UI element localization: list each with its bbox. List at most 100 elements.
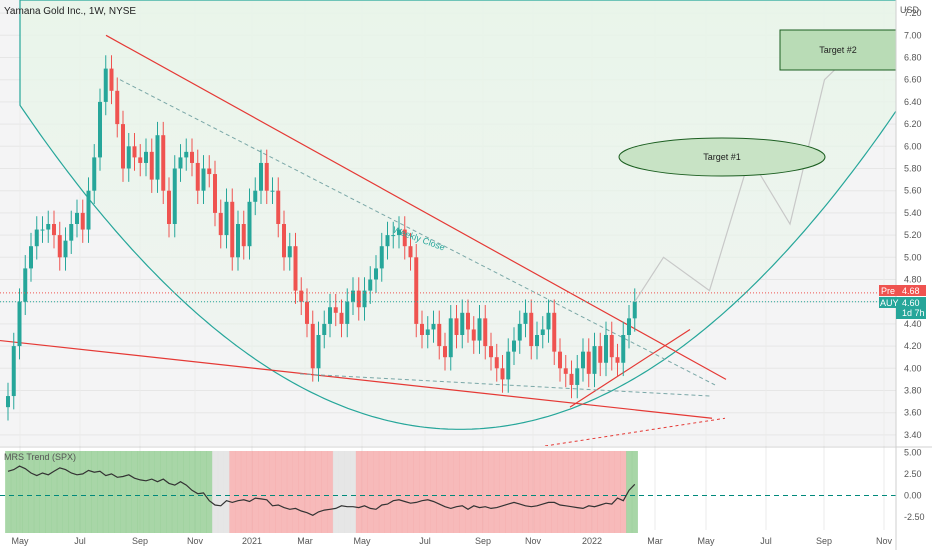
candle-body — [29, 246, 33, 269]
candle-body — [167, 190, 171, 224]
candle-body — [11, 346, 16, 397]
candle-body — [161, 135, 166, 191]
last-price-tag[interactable]: AUY 4.60 1d 7h — [879, 297, 926, 319]
trend-band — [114, 451, 121, 533]
trend-band — [189, 451, 196, 533]
candle-body — [437, 323, 442, 347]
candle-body — [241, 224, 246, 247]
trend-band — [33, 451, 40, 533]
candle-body — [391, 235, 396, 237]
candle-body — [259, 162, 263, 191]
candle-body — [471, 329, 476, 341]
premarket-price-tag[interactable]: Pre 4.68 — [879, 285, 926, 296]
candle-body — [247, 201, 252, 247]
trend-band — [631, 451, 638, 533]
trend-band — [545, 451, 552, 533]
candle-body — [477, 318, 482, 341]
time-axis[interactable]: May Jul Sep Nov 2021 Mar May Jul Sep Nov 2022 Mar Ma… — [11, 536, 892, 546]
candle-body — [46, 224, 51, 230]
indicator-tick-label: 5.00 — [904, 447, 922, 457]
candle-body — [558, 351, 562, 369]
trend-band — [499, 451, 506, 533]
candle-body — [57, 235, 62, 258]
price-tick-label: 4.40 — [904, 319, 922, 329]
trend-band — [183, 451, 190, 533]
trend-band — [298, 451, 305, 533]
trend-band — [516, 451, 523, 533]
trend-band — [551, 451, 558, 533]
time-tick-label: Mar — [647, 536, 663, 546]
price-tick-label: 4.20 — [904, 341, 922, 351]
trend-band — [45, 451, 52, 533]
trend-band — [321, 451, 328, 533]
candle-body — [23, 268, 28, 302]
candle-body — [149, 151, 154, 180]
trend-band — [154, 451, 161, 533]
candle-body — [69, 224, 74, 241]
price-tick-label: 5.20 — [904, 230, 922, 240]
trendline — [0, 339, 713, 419]
trend-band — [10, 451, 17, 533]
trend-band — [200, 451, 207, 533]
candle-body — [408, 246, 413, 258]
time-tick-label: Jul — [760, 536, 772, 546]
trend-band — [108, 451, 115, 533]
time-tick-label: May — [11, 536, 29, 546]
trend-band — [246, 451, 253, 533]
trend-band — [384, 451, 391, 533]
candle-body — [414, 257, 419, 324]
indicator-tick-label: 0.00 — [904, 490, 922, 500]
trend-band — [39, 451, 46, 533]
target-1-ellipse[interactable] — [618, 137, 826, 177]
candle-body — [506, 351, 511, 380]
candle-body — [454, 318, 459, 335]
time-tick-label: Nov — [187, 536, 204, 546]
premarket-tag-label: Pre — [881, 286, 895, 296]
candle-body — [132, 146, 137, 158]
candle-body — [586, 351, 591, 374]
candle-body — [195, 162, 200, 191]
trend-band — [557, 451, 564, 533]
trend-band — [568, 451, 575, 533]
target-2-box[interactable] — [779, 29, 897, 71]
trend-band — [430, 451, 437, 533]
candle-body — [218, 212, 223, 236]
trend-band — [401, 451, 408, 533]
trend-band — [626, 451, 633, 533]
trend-band — [447, 451, 454, 533]
candle-body — [230, 201, 235, 258]
price-tick-label: 5.80 — [904, 164, 922, 174]
trend-band — [85, 451, 92, 533]
indicator-axis[interactable]: 5.00 2.50 0.00 -2.50 — [904, 447, 925, 522]
candle-body — [293, 246, 298, 291]
price-tick-label: 4.00 — [904, 363, 922, 373]
trend-band — [511, 451, 518, 533]
candle-body — [546, 312, 551, 330]
trend-band — [206, 451, 213, 533]
candle-body — [598, 346, 603, 363]
trend-band — [217, 451, 224, 533]
candle-body — [6, 396, 10, 408]
trend-band — [562, 451, 569, 533]
candle-body — [385, 235, 390, 247]
candle-body — [345, 301, 350, 324]
price-tick-label: 7.20 — [904, 8, 922, 18]
candle-body — [333, 307, 338, 313]
candle-body — [98, 101, 102, 158]
trend-band — [459, 451, 466, 533]
candle-body — [40, 229, 45, 231]
candle-body — [213, 174, 217, 213]
trend-band — [608, 451, 615, 533]
trend-band — [5, 451, 12, 533]
trend-band — [125, 451, 132, 533]
candle-body — [207, 168, 212, 175]
trend-band — [74, 451, 81, 533]
time-tick-label: 2022 — [582, 536, 602, 546]
trend-band — [304, 451, 311, 533]
candle-body — [604, 335, 608, 363]
candle-body — [328, 307, 332, 324]
price-tick-label: 4.80 — [904, 275, 922, 285]
trendline — [105, 34, 727, 380]
candle-body — [17, 301, 22, 347]
